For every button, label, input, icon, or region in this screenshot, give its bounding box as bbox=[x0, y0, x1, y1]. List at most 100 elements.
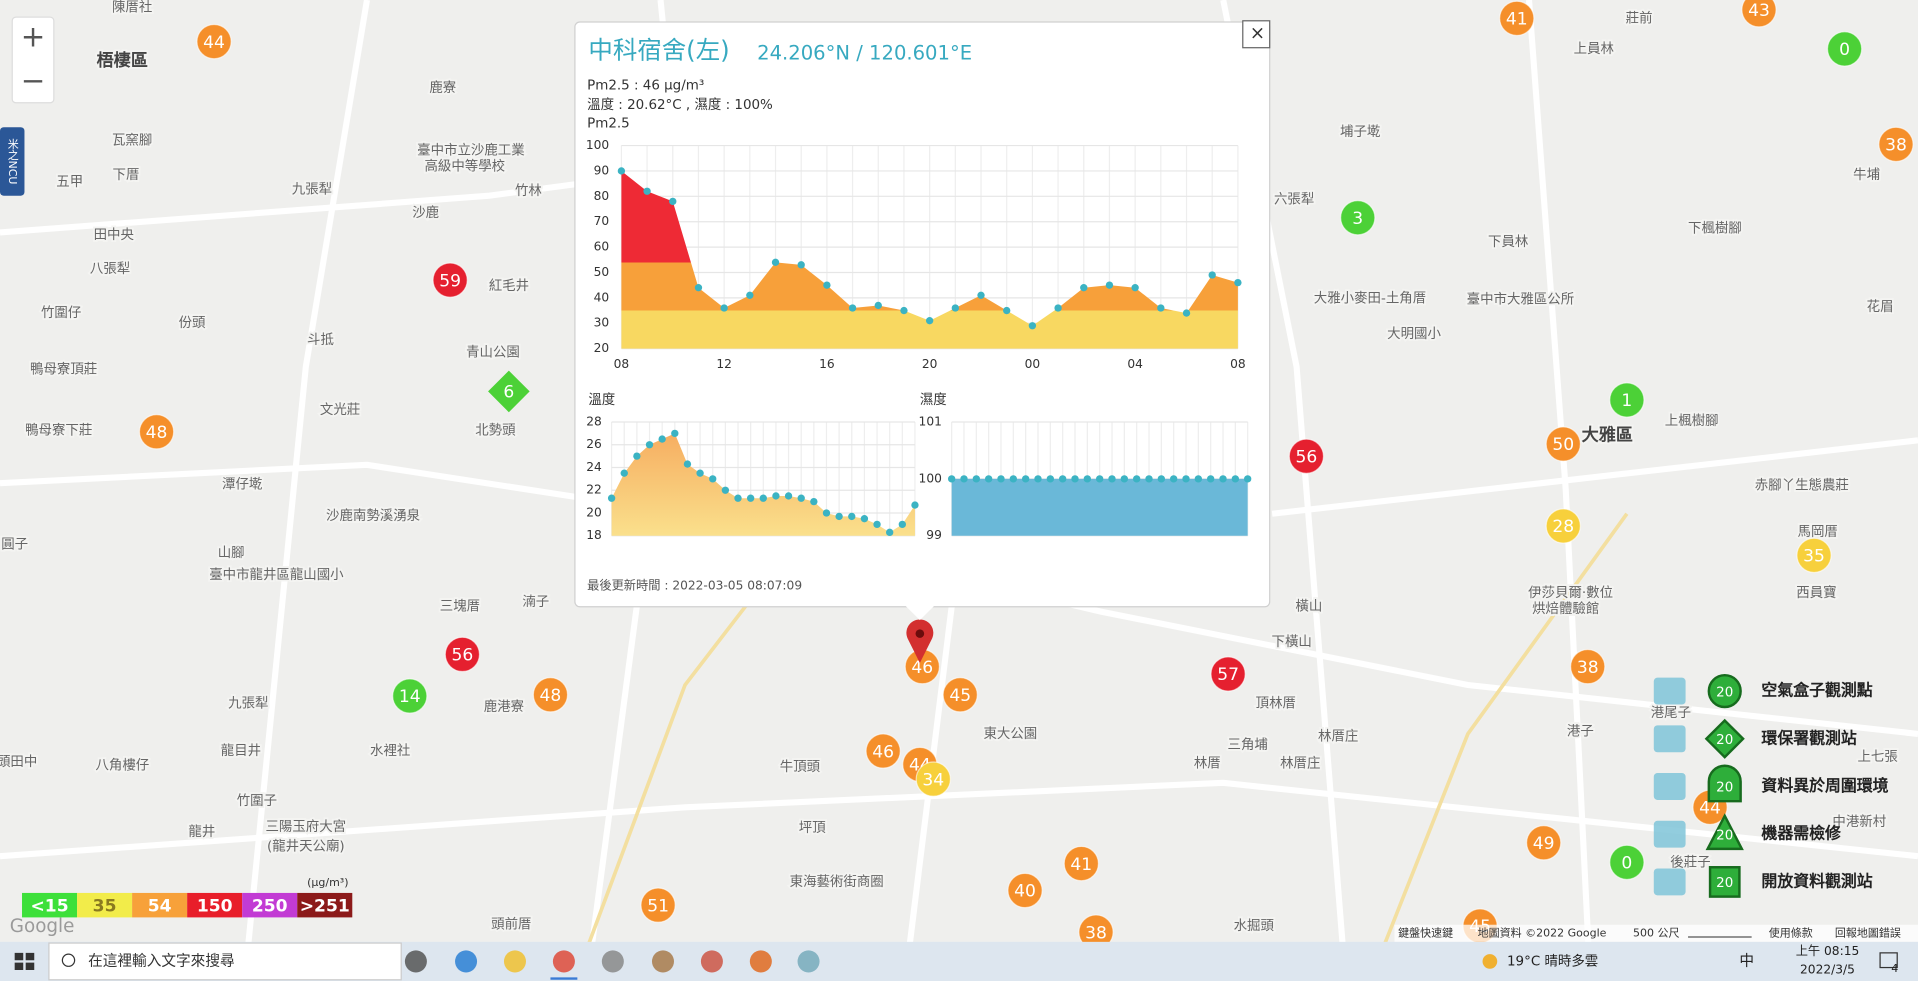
place-label: 坪頂 bbox=[799, 820, 826, 836]
marker-value: 56 bbox=[1296, 447, 1318, 467]
popup-coords: 24.206°N / 120.601°E bbox=[757, 41, 972, 64]
taskbar-app[interactable] bbox=[503, 950, 526, 973]
data-point bbox=[1194, 475, 1203, 483]
data-point bbox=[617, 167, 626, 175]
map-marker[interactable]: 56 bbox=[1288, 438, 1325, 474]
side-tab[interactable] bbox=[0, 127, 25, 196]
data-point bbox=[658, 435, 666, 443]
data-point bbox=[1207, 475, 1215, 483]
data-point bbox=[1157, 304, 1165, 312]
search-placeholder[interactable]: 在這裡輸入文字來搜尋 bbox=[88, 952, 235, 969]
place-label: 山腳 bbox=[218, 545, 245, 561]
taskbar-app[interactable] bbox=[749, 950, 772, 973]
marker-value: 34 bbox=[922, 770, 944, 790]
map-marker[interactable]: 45 bbox=[942, 677, 978, 713]
place-label: 牛埔 bbox=[1853, 167, 1880, 183]
data-point bbox=[620, 469, 628, 477]
taskbar-app[interactable] bbox=[700, 950, 723, 973]
marker-shape bbox=[1878, 126, 1914, 163]
close-button[interactable] bbox=[1242, 20, 1271, 49]
clock-time[interactable]: 上午 08:15 bbox=[1796, 944, 1860, 958]
marker-value: 38 bbox=[1085, 923, 1107, 943]
place-label: 竹圍子 bbox=[237, 793, 277, 809]
marker-shape bbox=[1741, 0, 1777, 28]
map-marker[interactable]: 51 bbox=[640, 887, 676, 923]
legend-type-label: 開放資料觀測站 bbox=[1761, 871, 1872, 890]
zoom-in[interactable]: + bbox=[21, 19, 46, 53]
map-marker[interactable]: 44 bbox=[196, 23, 232, 60]
taskbar-app[interactable] bbox=[552, 950, 575, 973]
marker-value: 45 bbox=[949, 686, 971, 706]
marker-value: 48 bbox=[540, 686, 562, 706]
data-point bbox=[1105, 281, 1114, 289]
taskbar-app[interactable] bbox=[601, 950, 624, 973]
clock-date[interactable]: 2022/3/5 bbox=[1800, 962, 1855, 976]
notification-badge: 4 bbox=[1891, 962, 1898, 975]
place-label: 八張犁 bbox=[90, 261, 130, 277]
taskbar-app[interactable] bbox=[651, 950, 674, 973]
map-marker[interactable]: 6 bbox=[488, 370, 530, 413]
map-marker[interactable]: 38 bbox=[1878, 126, 1914, 163]
map-marker[interactable]: 48 bbox=[138, 414, 175, 450]
place-label: 九張犁 bbox=[228, 695, 268, 711]
map-marker[interactable]: 56 bbox=[444, 636, 481, 673]
data-point bbox=[1231, 475, 1240, 483]
map-marker[interactable]: 41 bbox=[1499, 0, 1535, 37]
weather[interactable]: 19°C 晴時多雲 bbox=[1507, 952, 1598, 969]
data-point bbox=[771, 258, 780, 266]
data-point bbox=[1096, 475, 1104, 483]
place-label: 竹圍仔 bbox=[41, 305, 81, 321]
attribution-terms[interactable]: 使用條款 bbox=[1769, 925, 1813, 939]
close-icon[interactable]: × bbox=[1250, 23, 1265, 44]
start-button[interactable] bbox=[14, 952, 35, 970]
map-marker[interactable]: 59 bbox=[432, 262, 468, 298]
map-marker[interactable]: 1 bbox=[1609, 382, 1645, 418]
zoom-out[interactable]: − bbox=[21, 63, 46, 97]
attribution-shortcuts[interactable]: 鍵盤快速鍵 bbox=[1398, 925, 1453, 939]
map-marker[interactable]: 46 bbox=[904, 648, 941, 685]
map-marker[interactable]: 49 bbox=[1525, 825, 1562, 861]
map-marker[interactable]: 28 bbox=[1545, 508, 1582, 544]
marker-value: 14 bbox=[399, 687, 421, 707]
map-marker[interactable]: 38 bbox=[1078, 914, 1114, 950]
map-marker[interactable]: 41 bbox=[1063, 845, 1100, 882]
place-label: 大明國小 bbox=[1387, 326, 1441, 342]
data-point bbox=[1170, 475, 1178, 483]
taskbar-app[interactable] bbox=[797, 950, 820, 973]
popup-title: 中科宿舍(左) bbox=[588, 35, 729, 64]
map-marker[interactable]: 3 bbox=[1340, 199, 1376, 236]
taskbar-app[interactable] bbox=[404, 950, 427, 973]
x-tick-label: 08 bbox=[614, 357, 630, 371]
place-label: 六張犁 bbox=[1274, 191, 1314, 207]
place-label: 東大公園 bbox=[983, 726, 1037, 742]
attribution-report[interactable]: 回報地圖錯誤 bbox=[1835, 925, 1901, 939]
map-marker[interactable]: 57 bbox=[1210, 656, 1246, 692]
taskbar-app[interactable] bbox=[455, 950, 478, 973]
map-marker[interactable]: 34 bbox=[915, 761, 952, 797]
search-box[interactable] bbox=[48, 942, 402, 981]
legend-type-icon bbox=[1653, 773, 1686, 800]
map-marker[interactable]: 50 bbox=[1545, 426, 1582, 462]
legend-type-label: 環保署觀測站 bbox=[1761, 728, 1856, 747]
data-point bbox=[645, 441, 654, 449]
marker-shape bbox=[196, 23, 232, 60]
map-marker[interactable]: 40 bbox=[1007, 872, 1043, 909]
data-point bbox=[1021, 475, 1030, 483]
map-marker[interactable]: 46 bbox=[865, 733, 901, 769]
map-marker[interactable]: 14 bbox=[392, 678, 428, 714]
map-marker[interactable]: 0 bbox=[1609, 844, 1645, 881]
place-label: 港尾子 bbox=[1651, 705, 1691, 721]
map-marker[interactable]: 43 bbox=[1741, 0, 1777, 28]
y-tick-label: 20 bbox=[586, 506, 602, 520]
data-point bbox=[823, 281, 831, 289]
x-tick-label: 00 bbox=[1025, 357, 1041, 371]
map-marker[interactable]: 0 bbox=[1826, 31, 1863, 67]
map-marker[interactable]: 48 bbox=[532, 677, 569, 713]
side-tab-label[interactable]: 米之NCU bbox=[6, 138, 19, 184]
x-tick-label: 08 bbox=[1230, 357, 1246, 371]
notification-icon[interactable] bbox=[1879, 952, 1898, 969]
last-updated: 最後更新時間 : 2022-03-05 08:07:09 bbox=[587, 577, 802, 592]
ime[interactable]: 中 bbox=[1739, 952, 1754, 969]
map-marker[interactable]: 35 bbox=[1796, 537, 1832, 574]
map-marker[interactable]: 38 bbox=[1569, 648, 1606, 685]
